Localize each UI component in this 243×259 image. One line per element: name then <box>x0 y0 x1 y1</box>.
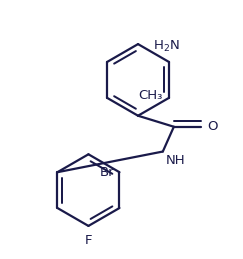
Text: F: F <box>85 234 92 247</box>
Text: CH₃: CH₃ <box>138 89 162 102</box>
Text: NH: NH <box>165 154 185 167</box>
Text: O: O <box>207 120 217 133</box>
Text: H$_2$N: H$_2$N <box>153 39 180 54</box>
Text: Br: Br <box>99 166 114 179</box>
